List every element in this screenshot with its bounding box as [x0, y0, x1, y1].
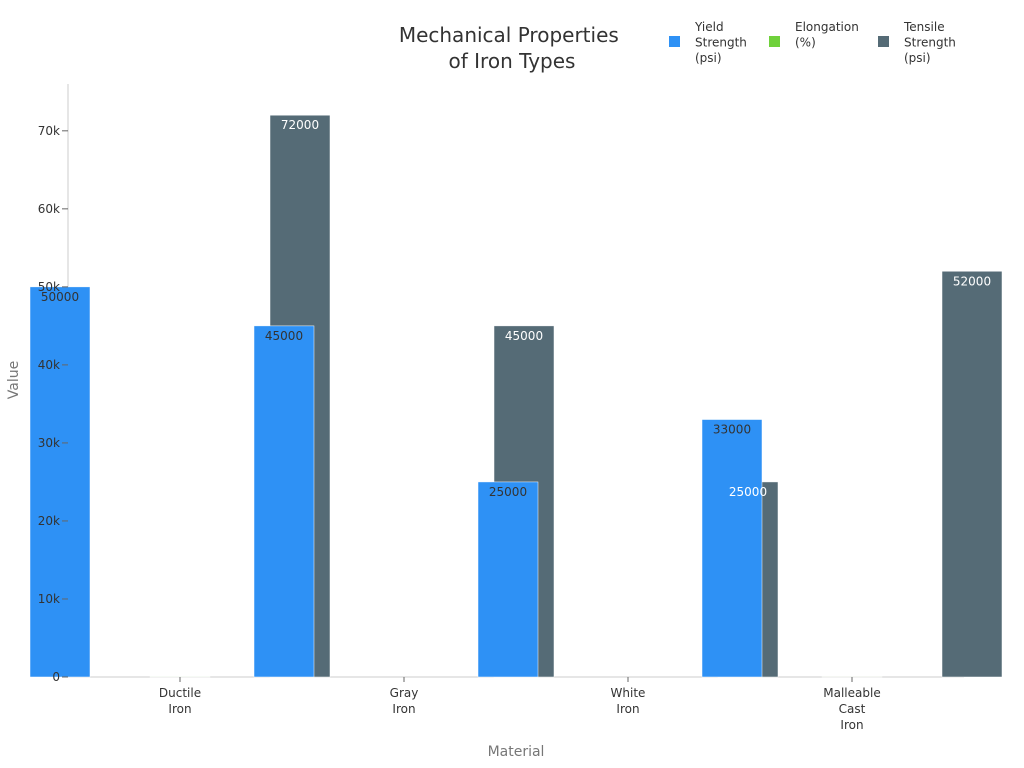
x-tick-label: Malleable Cast Iron — [823, 686, 880, 732]
y-tick-label: 60k — [38, 202, 60, 216]
legend: Yield Strength (psi) Elongation (%) Tensile St… — [669, 20, 956, 65]
legend-entry: Tensile Strength (psi) — [903, 20, 956, 65]
bar — [29, 286, 91, 678]
y-tick-label: 30k — [38, 436, 60, 450]
y-tick-label: 0 — [52, 670, 60, 684]
bar-value-label: 25000 — [729, 485, 767, 499]
chart-title-line: Mechanical Properties — [399, 23, 619, 47]
x-axis-title: Material — [488, 744, 545, 760]
bar — [701, 419, 763, 678]
y-tick-label: 40k — [38, 358, 60, 372]
bar-value-label: 72000 — [281, 118, 319, 132]
y-tick-label: 70k — [38, 124, 60, 138]
bar — [941, 271, 1003, 678]
legend-entry: Yield Strength (psi) — [694, 20, 747, 65]
bar-value-label: 45000 — [505, 329, 543, 343]
legend-swatch — [669, 36, 680, 47]
y-axis-title: Value — [6, 361, 22, 399]
bar-value-label: 33000 — [713, 423, 751, 437]
bar-value-label: 50000 — [41, 290, 79, 304]
legend-entry: Elongation (%) — [795, 20, 859, 50]
bar — [253, 325, 315, 678]
x-tick-label: Ductile Iron — [159, 686, 201, 716]
y-tick-labels: 0 10k 20k 30k 40k 50k 60k 70k — [38, 124, 68, 684]
x-tick-label: White Iron — [611, 686, 646, 716]
legend-swatch — [878, 36, 889, 47]
y-tick-label: 10k — [38, 592, 60, 606]
x-tick-labels: Ductile Iron Gray Iron White Iron Malleable Cas… — [159, 677, 881, 732]
y-tick-label: 50k — [38, 280, 60, 294]
chart-title: Mechanical Properties of Iron Types — [399, 23, 625, 73]
bar-value-label: 52000 — [953, 274, 991, 288]
bar — [477, 481, 539, 678]
chart-title-line: of Iron Types — [449, 49, 576, 73]
x-tick-label: Gray Iron — [390, 686, 419, 716]
bar-labels: 50000 72000 45000 45000 25000 25000 33000 52000 — [41, 118, 991, 499]
legend-swatch — [769, 36, 780, 47]
bar-value-label: 45000 — [265, 329, 303, 343]
bar-value-label: 25000 — [489, 485, 527, 499]
y-tick-label: 20k — [38, 514, 60, 528]
bars — [29, 114, 1003, 678]
